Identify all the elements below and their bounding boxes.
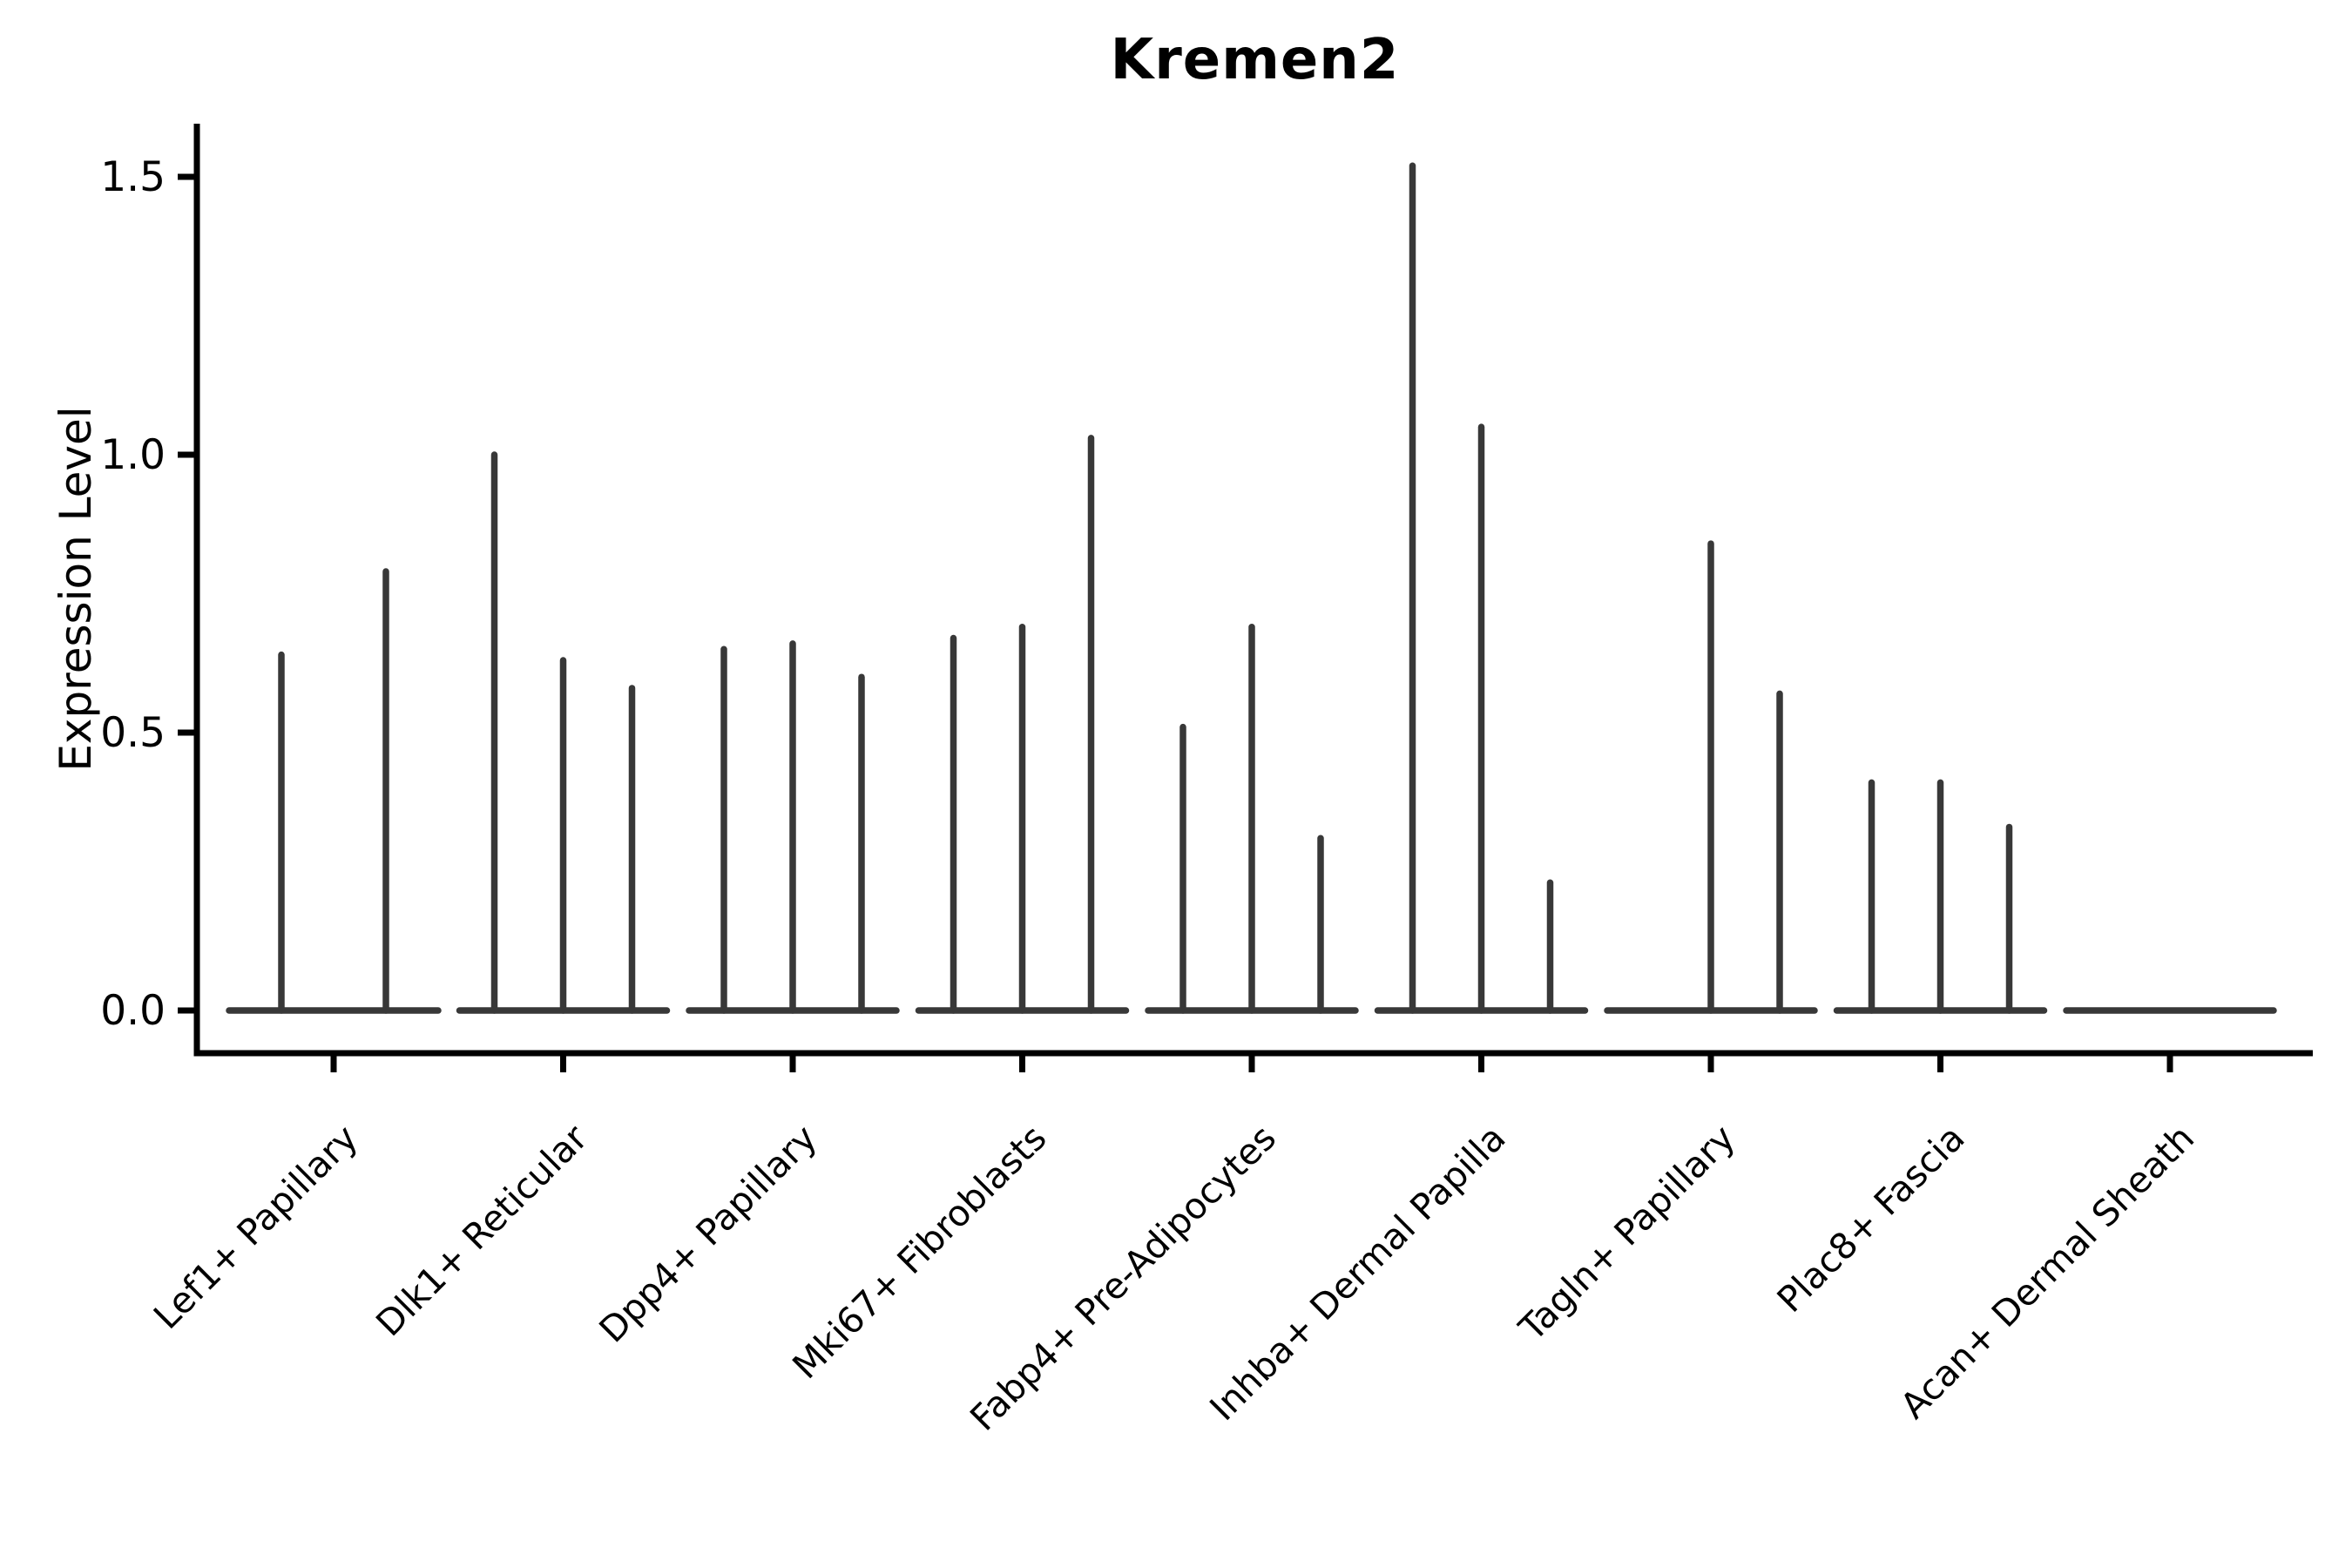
x-tick-label: Plac8+ Fascia: [1769, 1117, 1973, 1321]
y-tick-label: 0.5: [100, 709, 166, 757]
y-tick-label: 1.0: [100, 431, 166, 479]
chart-title: Kremen2: [1110, 28, 1400, 92]
x-tick-label: Dpp4+ Papillary: [591, 1117, 825, 1350]
y-axis-label: Expression Level: [51, 406, 101, 772]
x-tick-label: Mki67+ Fibroblasts: [785, 1117, 1055, 1387]
x-tick-label: Tagln+ Papillary: [1511, 1117, 1743, 1349]
x-tick-label: Dlk1+ Reticular: [368, 1117, 595, 1344]
y-tick-label: 1.5: [100, 153, 166, 201]
x-tick-label: Lef1+ Papillary: [145, 1117, 366, 1337]
y-tick-label: 0.0: [100, 987, 166, 1035]
